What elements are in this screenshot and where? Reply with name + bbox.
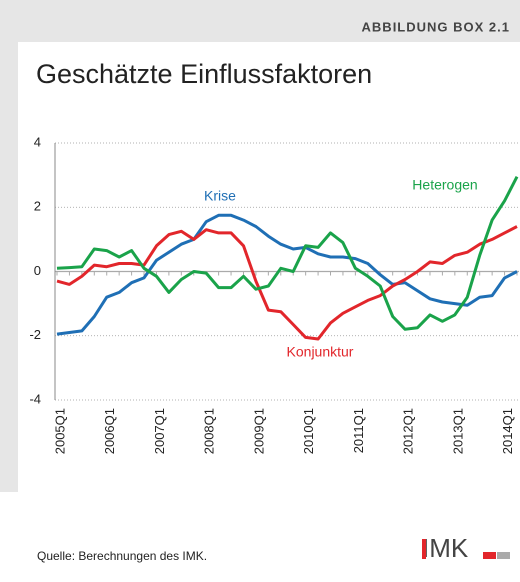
x-tick-label: 2007Q1 bbox=[152, 408, 167, 454]
x-tick-label: 2013Q1 bbox=[450, 408, 465, 454]
y-tick-label: 4 bbox=[34, 134, 41, 149]
x-tick-label: 2006Q1 bbox=[102, 408, 117, 454]
x-tick-label: 2012Q1 bbox=[401, 408, 416, 454]
series-label: Konjunktur bbox=[287, 344, 354, 360]
x-tick-label: 2005Q1 bbox=[52, 408, 67, 454]
series-line bbox=[56, 225, 518, 341]
logo: IMK bbox=[422, 533, 469, 563]
box-label: ABBILDUNG BOX 2.1 bbox=[362, 19, 510, 34]
y-tick-label: -4 bbox=[29, 391, 41, 406]
x-tick-label: 2014Q1 bbox=[500, 408, 515, 454]
left-stripe bbox=[0, 42, 18, 492]
series-line bbox=[56, 176, 519, 331]
y-tick-label: 0 bbox=[34, 263, 41, 278]
chart-title: Geschätzte Einflussfaktoren bbox=[36, 59, 372, 89]
header-band bbox=[0, 0, 520, 42]
y-tick-label: 2 bbox=[34, 199, 41, 214]
logo-accent bbox=[422, 539, 426, 559]
series-label: Heterogen bbox=[412, 177, 477, 193]
y-tick-label: -2 bbox=[29, 327, 41, 342]
x-tick-label: 2008Q1 bbox=[202, 408, 217, 454]
x-tick-label: 2010Q1 bbox=[301, 408, 316, 454]
logo-bar bbox=[497, 552, 510, 559]
source: Quelle: Berechnungen des IMK. bbox=[37, 549, 207, 563]
x-tick-label: 2009Q1 bbox=[251, 408, 266, 454]
x-tick-label: 2011Q1 bbox=[351, 408, 366, 453]
logo-bar bbox=[483, 552, 496, 559]
series-line bbox=[56, 213, 518, 336]
series-label: Krise bbox=[204, 188, 236, 204]
